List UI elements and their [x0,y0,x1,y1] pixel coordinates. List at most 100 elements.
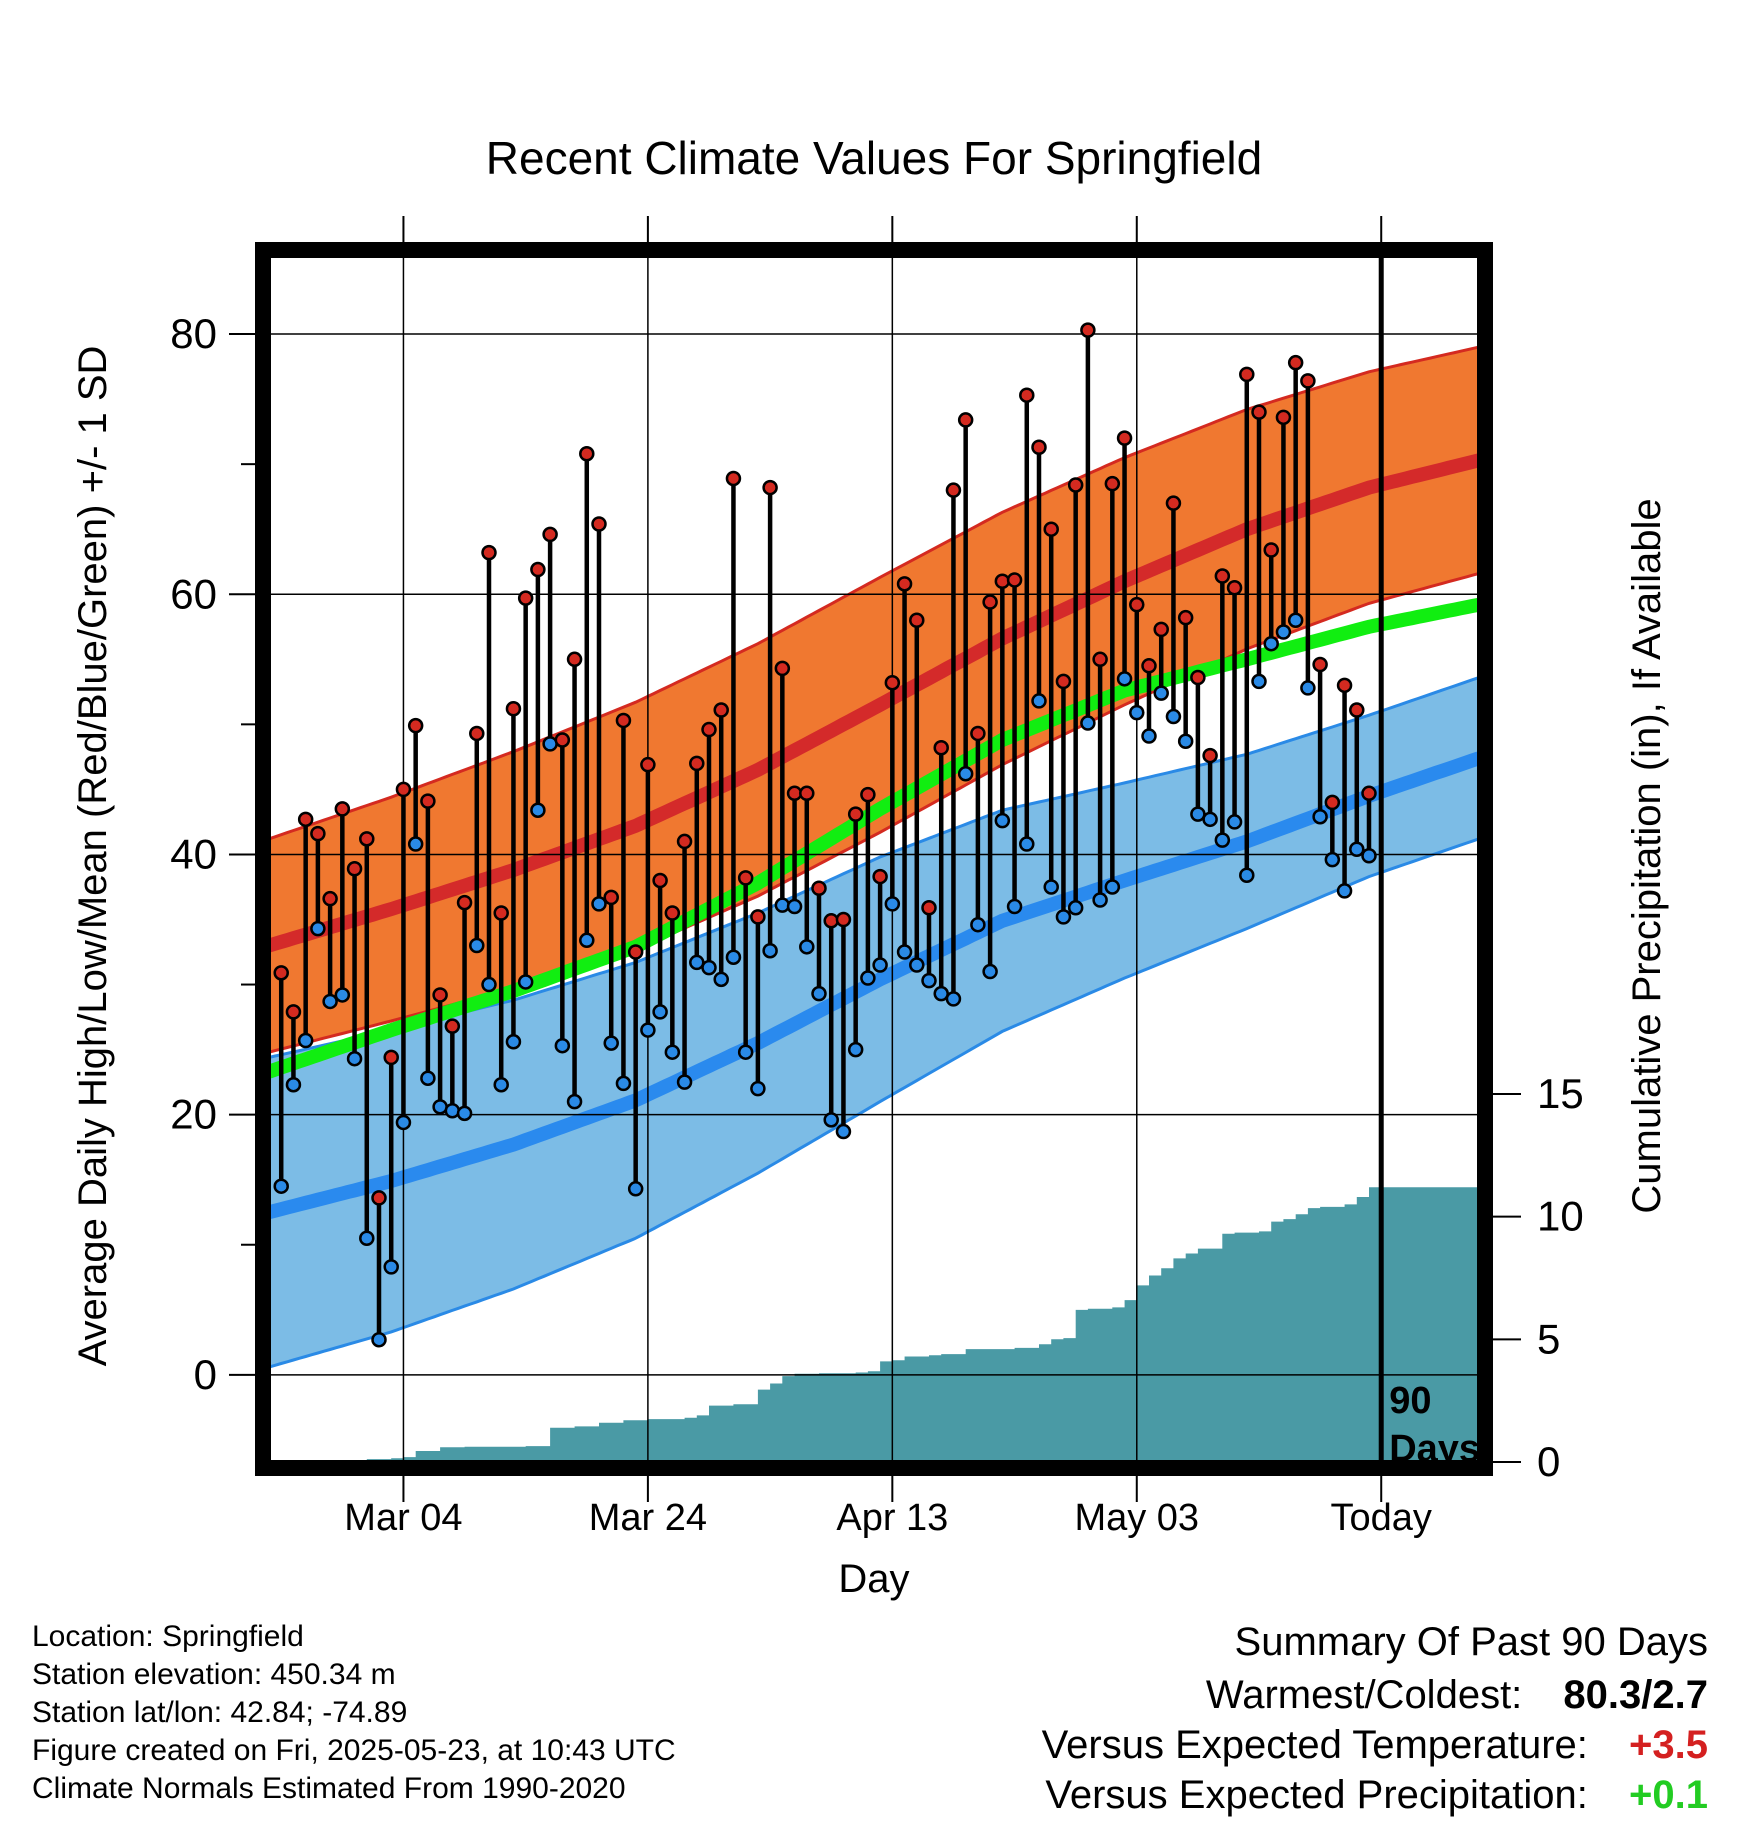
y2-tick-label: 10 [1537,1193,1584,1240]
daily-low-point [615,1075,632,1092]
daily-low-point [872,957,888,973]
daily-low-point [444,1102,461,1119]
daily-high-point [1226,579,1243,596]
warm-cold-row: Warmest/Coldest: 80.3/2.7 [1042,1670,1708,1720]
daily-low-point [860,970,876,986]
daily-high-point [725,470,742,487]
station-info: Location: Springfield Station elevation:… [32,1618,676,1808]
daily-low-point [970,916,986,933]
daily-low-point [1263,635,1279,652]
daily-high-point [1275,409,1292,426]
daily-high-point [1300,373,1316,389]
daily-high-point [456,894,473,911]
daily-low-point [420,1070,436,1086]
daily-high-point [1080,322,1096,338]
daily-high-point [1141,658,1157,674]
daily-low-point [762,942,778,959]
daily-low-point [383,1259,399,1275]
daily-high-point [750,909,766,925]
temp-departure-row: Versus Expected Temperature: +3.5 [1042,1720,1708,1770]
daily-low-point [1336,883,1353,899]
y-tick-label: 80 [170,310,217,357]
daily-low-point [554,1037,571,1054]
daily-low-point [945,991,962,1007]
daily-high-point [383,1049,399,1066]
daily-low-point [799,939,815,955]
daily-low-point [1153,685,1169,701]
plot-frame [255,242,1493,1476]
daily-high-point [921,900,937,916]
normal-high-line [269,453,1479,953]
daily-low-point [713,971,729,988]
daily-high-point [1129,596,1145,613]
daily-low-point [896,944,913,960]
daily-high-point [689,755,705,772]
daily-low-point [737,1044,754,1060]
daily-low-point [517,974,534,990]
today-days-label: 90 [1389,1380,1431,1422]
daily-high-point [1067,477,1084,493]
daily-low-point [627,1181,644,1197]
y2-tick-label: 0 [1537,1438,1560,1485]
daily-high-point [1312,656,1328,673]
x-tick-label: Mar 04 [344,1497,462,1539]
daily-low-point [1031,693,1047,709]
daily-high-point [1177,609,1194,626]
daily-low-point [982,963,998,980]
daily-high-point [835,911,852,928]
daily-low-point [1104,879,1121,895]
daily-high-point [1092,651,1108,668]
daily-high-point [346,861,363,877]
daily-low-point [469,937,485,954]
daily-high-point [297,811,314,828]
y2-tick-label: 15 [1537,1070,1584,1117]
daily-low-point [1251,673,1267,690]
daily-low-point [359,1230,375,1246]
daily-high-point [407,717,424,734]
daily-high-point [1190,669,1206,686]
daily-high-point [1006,572,1023,588]
daily-low-point [774,897,791,913]
plot-area: 90 Days [269,256,1479,1462]
daily-high-point [603,889,619,906]
daily-low-point [1055,909,1072,925]
daily-high-point [1019,387,1035,403]
daily-high-point [359,831,375,847]
daily-low-point [909,957,925,973]
precip-departure-value: +0.1 [1629,1773,1708,1817]
daily-high-point [1153,621,1169,638]
daily-high-point [811,880,827,897]
daily-high-point [517,590,534,606]
normal-high-band [269,347,1479,1053]
y2-tick-label: 5 [1537,1315,1560,1362]
latlon-text: Station lat/lon: 42.84; -74.89 [32,1696,408,1729]
daily-low-point [1202,811,1218,828]
daily-low-point [481,976,497,993]
normal-mean-line [269,597,1479,1079]
normal-low-band [269,677,1479,1367]
daily-low-point [530,802,546,818]
daily-low-point [835,1123,852,1140]
daily-low-point [847,1041,864,1058]
elevation-text: Station elevation: 450.34 m [32,1658,396,1691]
precip-departure-label: Versus Expected Precipitation: [1045,1773,1588,1817]
created-text: Figure created on Fri, 2025-05-23, at 10… [32,1734,676,1767]
daily-low-point [676,1074,693,1090]
daily-low-point [1092,892,1108,908]
daily-low-point [334,987,351,1003]
daily-high-point [896,576,913,592]
daily-low-point [811,985,827,1002]
daily-high-point [1239,366,1255,383]
daily-high-point [762,479,778,496]
x-tick-label: May 03 [1074,1497,1199,1539]
daily-low-point [493,1076,509,1093]
daily-high-point [847,806,864,822]
daily-low-point [310,920,326,937]
daily-low-point [1226,814,1243,830]
daily-high-point [273,965,289,981]
daily-high-point [334,801,351,817]
daily-high-point [970,725,986,742]
daily-high-point [579,445,595,462]
chart-title: Recent Climate Values For Springfield [486,132,1262,184]
x-tick-label: Mar 24 [589,1497,707,1539]
